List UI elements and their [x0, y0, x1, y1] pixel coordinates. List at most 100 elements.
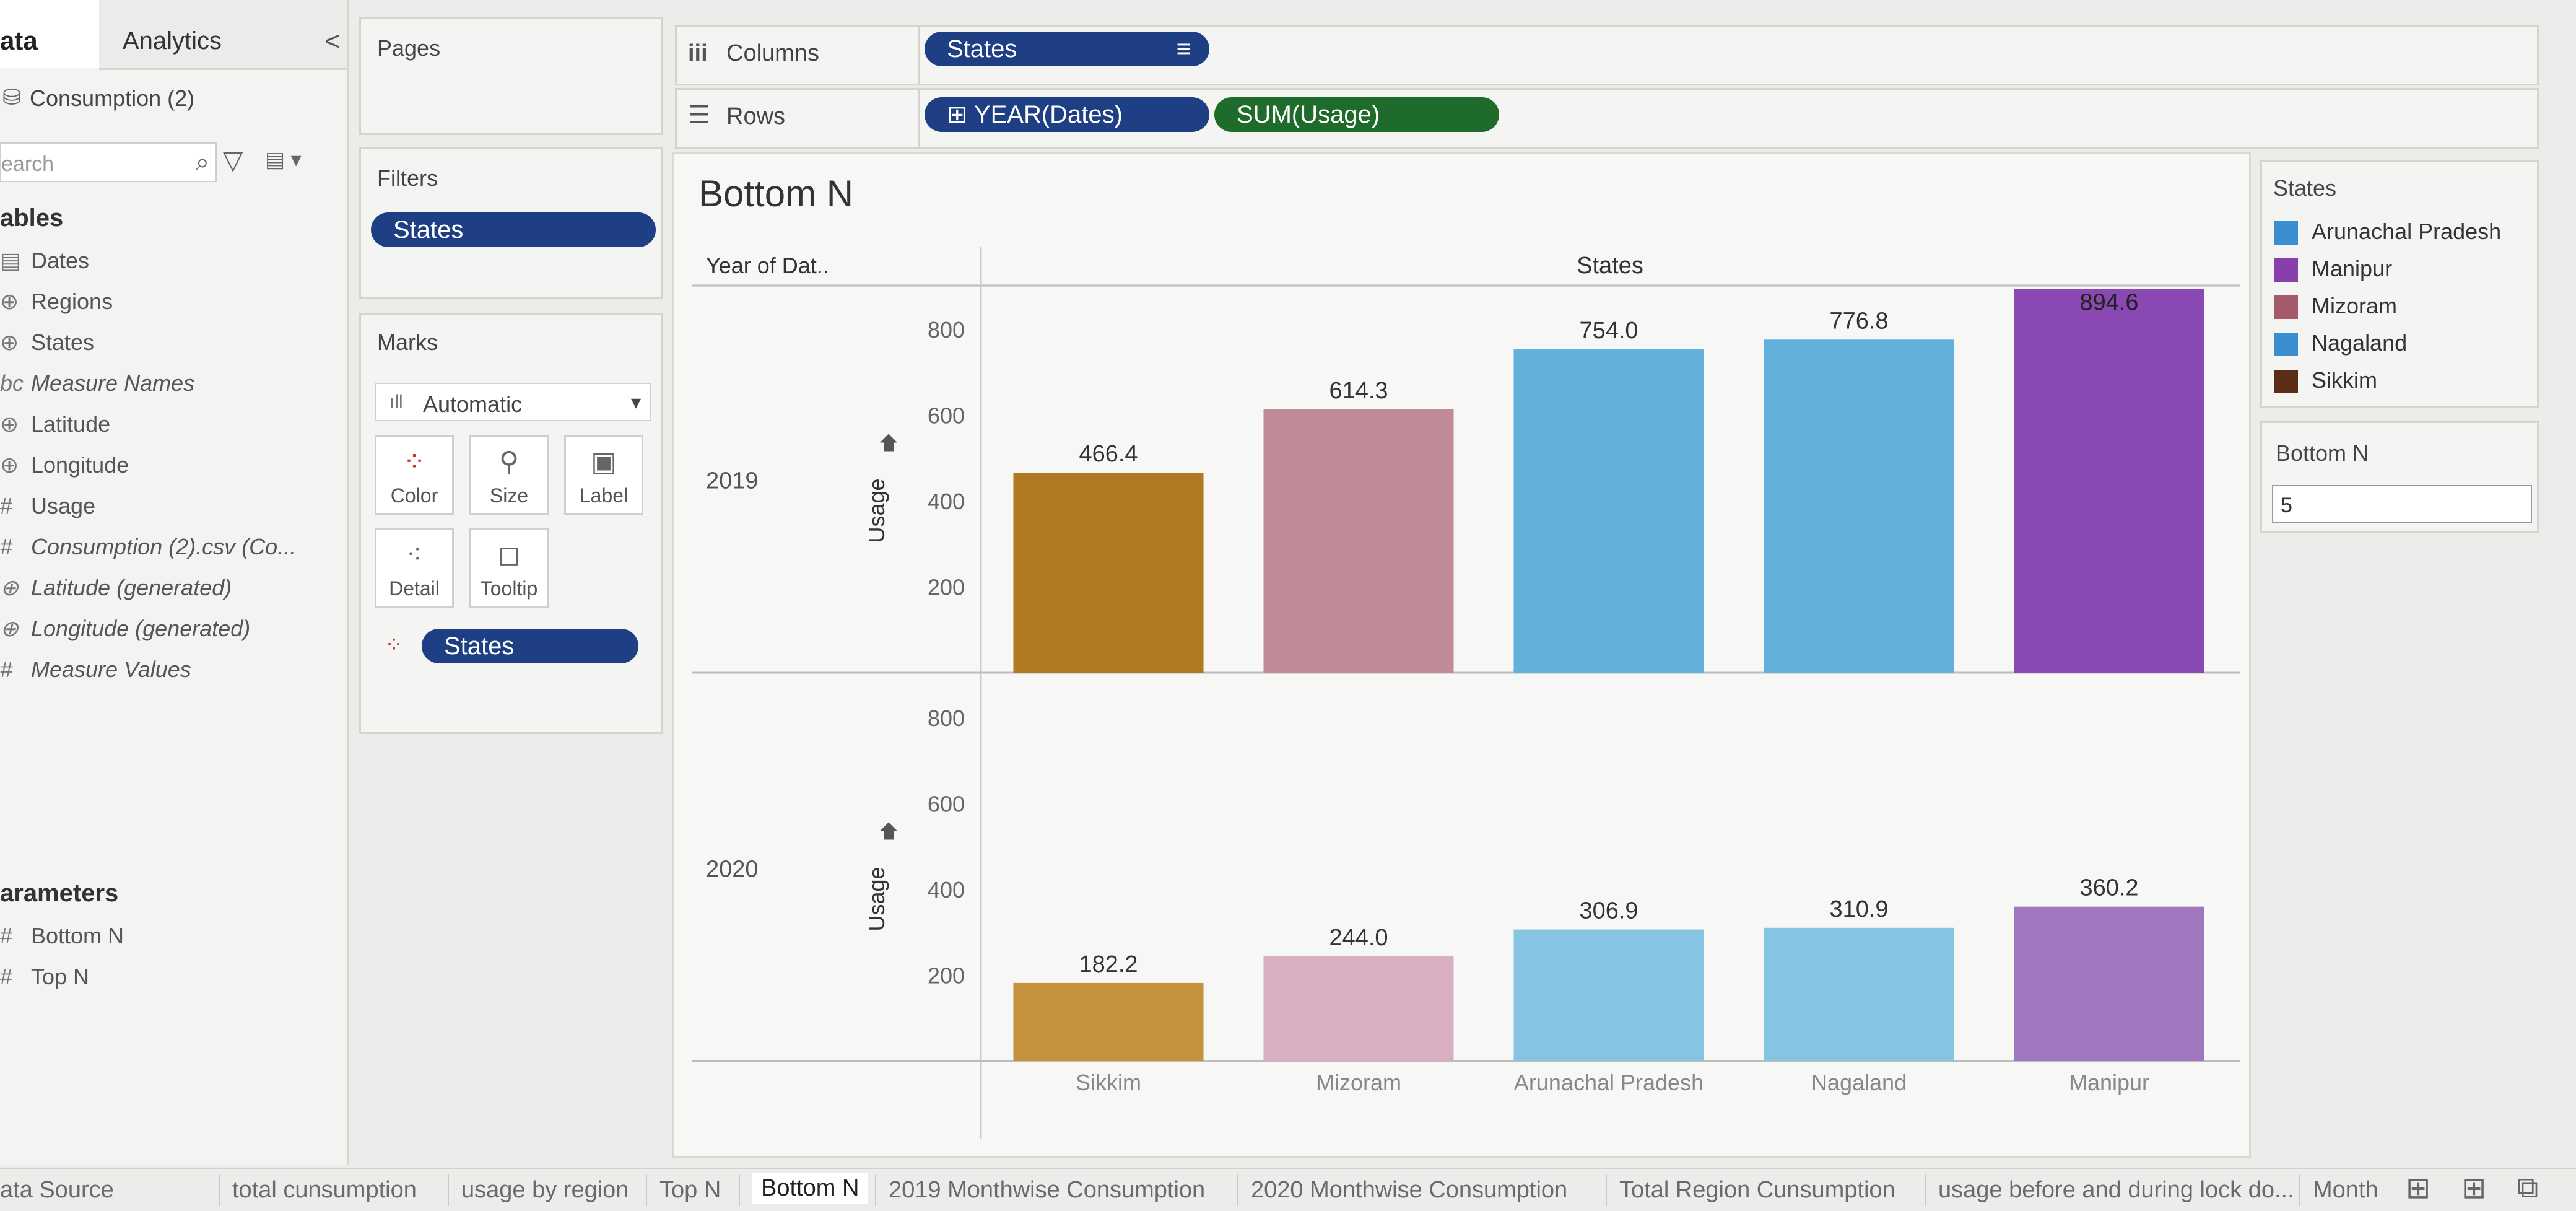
collapse-pane-icon[interactable]: <	[324, 26, 341, 56]
bar[interactable]	[1013, 473, 1204, 673]
legend-item[interactable]: Nagaland	[2274, 330, 2407, 357]
columns-icon: iii	[688, 40, 708, 66]
bar[interactable]	[1513, 929, 1704, 1061]
view-options-icon[interactable]: ▤ ▾	[265, 148, 302, 172]
y-tick-label: 800	[928, 317, 965, 343]
tab-analytics[interactable]: Analytics <	[99, 0, 347, 70]
field-search-input[interactable]: earch ⌕	[0, 142, 217, 182]
field-item[interactable]: # Usage	[0, 493, 95, 519]
field-item[interactable]: ⊕ States	[0, 330, 94, 356]
field-type-icon: ▤	[0, 248, 22, 273]
tab-data[interactable]: ata	[0, 0, 101, 68]
field-item[interactable]: ▤ Dates	[0, 248, 89, 274]
rows-pill-usage[interactable]: SUM(Usage)	[1214, 97, 1499, 132]
field-item[interactable]: # Consumption (2).csv (Co...	[0, 534, 296, 560]
sheet-tab[interactable]: total cunsumption	[232, 1177, 417, 1203]
field-item[interactable]: ⊕ Latitude (generated)	[0, 575, 232, 601]
bar[interactable]	[1513, 349, 1704, 673]
text-label-icon: ▣	[591, 447, 617, 477]
rows-pill-year[interactable]: ⊞ YEAR(Dates)	[925, 97, 1209, 132]
sheet-tab[interactable]: Bottom N	[752, 1173, 868, 1204]
bar[interactable]	[1013, 982, 1204, 1061]
detail-dots-icon: ⁖	[406, 540, 422, 570]
bar[interactable]	[1764, 927, 1954, 1061]
marks-size-button[interactable]: ⚲ Size	[469, 435, 549, 515]
field-label: States	[31, 330, 95, 355]
bar-value-label: 306.9	[1579, 898, 1638, 924]
field-label: Longitude	[31, 452, 129, 478]
view-canvas: Bottom N Year of Dat.. States 2019 Usage 2…	[672, 152, 2251, 1158]
field-item[interactable]: ⊕ Regions	[0, 289, 113, 315]
filter-pill-states[interactable]: States	[371, 212, 656, 247]
marks-color-button[interactable]: ⁘ Color	[375, 435, 454, 515]
search-icon: ⌕	[195, 149, 209, 176]
sheet-tab-bar	[0, 1168, 2576, 1211]
columns-shelf[interactable]: iii Columns States ≡	[675, 25, 2539, 85]
mark-type-dropdown[interactable]: ıll Automatic ▾	[375, 383, 651, 421]
sheet-tab[interactable]: usage by region	[461, 1177, 629, 1203]
bar[interactable]	[1263, 956, 1454, 1061]
new-dashboard-icon[interactable]: ⊞	[2461, 1172, 2487, 1205]
sheet-tab[interactable]: usage before and during lock do...	[1938, 1177, 2294, 1203]
sheet-tab[interactable]: 2019 Monthwise Consumption	[889, 1177, 1206, 1203]
sheet-tab[interactable]: 2020 Monthwise Consumption	[1251, 1177, 1568, 1203]
legend-item[interactable]: Sikkim	[2274, 367, 2377, 394]
marks-tooltip-button[interactable]: ◻ Tooltip	[469, 528, 549, 608]
marks-color-label: Color	[390, 484, 438, 507]
new-story-icon[interactable]: ⧉	[2517, 1171, 2539, 1204]
chart-title: Bottom N	[698, 173, 853, 214]
parameter-input[interactable]: 5	[2272, 485, 2532, 523]
bar[interactable]	[2014, 289, 2204, 673]
rows-shelf[interactable]: ☰ Rows ⊞ YEAR(Dates) SUM(Usage)	[675, 88, 2539, 149]
marks-detail-button[interactable]: ⁖ Detail	[375, 528, 454, 608]
field-label: Consumption (2).csv (Co...	[31, 534, 297, 559]
field-label: Latitude (generated)	[31, 575, 232, 600]
color-dots-icon: ⁘	[385, 632, 404, 657]
pin-icon[interactable]	[880, 822, 897, 840]
marks-color-pill-label: States	[444, 632, 515, 660]
x-category-label: Nagaland	[1811, 1070, 1907, 1095]
bar[interactable]	[2014, 906, 2204, 1061]
marks-label-button[interactable]: ▣ Label	[564, 435, 643, 515]
field-item[interactable]: ⊕ Longitude	[0, 452, 129, 478]
legend-item[interactable]: Arunachal Pradesh	[2274, 219, 2501, 245]
pages-shelf[interactable]: Pages	[359, 17, 663, 135]
field-item[interactable]: # Measure Values	[0, 657, 191, 683]
field-type-icon: ⊕	[0, 289, 19, 314]
field-type-icon: ⊕	[0, 575, 19, 600]
datasource-name: Consumption (2)	[30, 85, 195, 111]
filter-icon[interactable]: ▽	[223, 146, 243, 175]
y-tick-label: 800	[928, 706, 965, 731]
marks-color-pill-states[interactable]: States	[422, 629, 638, 663]
bar[interactable]	[1764, 339, 1954, 673]
marks-tooltip-label: Tooltip	[480, 577, 538, 600]
field-item[interactable]: ⊕ Longitude (generated)	[0, 616, 250, 642]
filters-title: Filters	[377, 165, 438, 191]
filters-shelf[interactable]: Filters States	[359, 147, 663, 299]
datasource-item[interactable]: ⛁ Consumption (2)	[0, 81, 347, 118]
sheet-tab[interactable]: Top N	[659, 1177, 721, 1203]
bar[interactable]	[1263, 409, 1454, 673]
new-worksheet-icon[interactable]: ⊞	[2406, 1172, 2431, 1205]
field-type-icon: ⊕	[0, 616, 19, 641]
marks-size-label: Size	[489, 484, 529, 507]
pin-icon[interactable]	[880, 434, 897, 452]
field-item[interactable]: bc Measure Names	[0, 370, 194, 396]
x-category-label: Sikkim	[1076, 1070, 1141, 1095]
sheet-tab[interactable]: Total Region Cunsumption	[1619, 1177, 1895, 1203]
field-item[interactable]: ⊕ Latitude	[0, 411, 110, 437]
bar-value-label: 310.9	[1829, 896, 1888, 922]
marks-label-label: Label	[579, 484, 629, 507]
legend-item[interactable]: Manipur	[2274, 256, 2392, 282]
tab-separator	[1237, 1174, 1238, 1206]
sheet-tab[interactable]: Month	[2313, 1177, 2378, 1203]
parameter-item[interactable]: # Bottom N	[0, 923, 124, 949]
columns-pill-states[interactable]: States ≡	[925, 32, 1209, 66]
tab-separator	[1606, 1174, 1607, 1206]
bar-value-label: 754.0	[1579, 318, 1638, 344]
sheet-tab[interactable]: ata Source	[0, 1177, 114, 1203]
parameter-item[interactable]: # Top N	[0, 964, 89, 990]
tab-separator	[2299, 1174, 2300, 1206]
legend-item[interactable]: Mizoram	[2274, 293, 2397, 320]
rows-pill-year-label: ⊞ YEAR(Dates)	[947, 101, 1123, 128]
